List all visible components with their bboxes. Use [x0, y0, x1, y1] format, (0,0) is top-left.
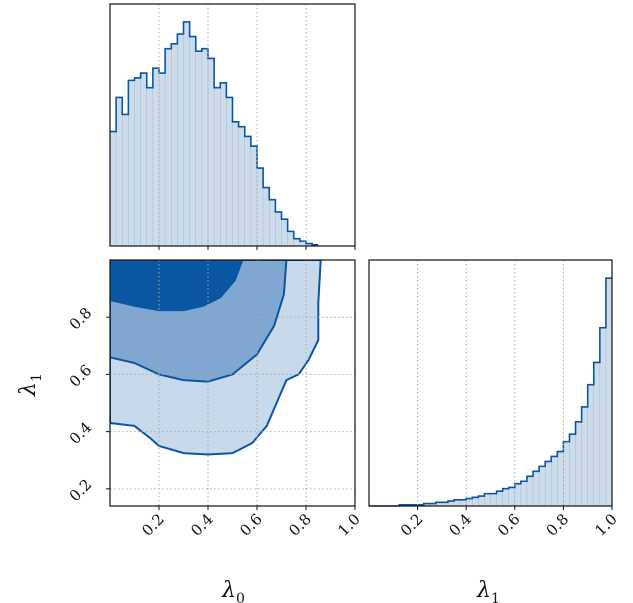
contour-level-3 [110, 260, 244, 312]
x-axis-label-lambda1: λ1 [476, 578, 500, 603]
y-tick-label: 0.4 [66, 418, 96, 448]
y-tick-label: 0.2 [66, 476, 96, 506]
x-tick-label: 0.8 [285, 510, 315, 540]
y-axis-label-lambda1: λ1 [16, 373, 45, 397]
x-tick-label: 0.4 [187, 510, 217, 540]
x-tick-label: 0.2 [138, 510, 168, 540]
y-tick-label: 0.8 [66, 304, 96, 334]
marginal-lambda1-panel: 0.2 0.4 0.6 0.8 1.0 [368, 259, 621, 540]
x-tick-label: 0.6 [494, 510, 524, 540]
x-tick-label: 1.0 [334, 510, 364, 540]
marginal-lambda0-frame [109, 3, 356, 247]
x-tick-label: 0.8 [543, 510, 573, 540]
histogram-step [369, 277, 612, 507]
x-axis-label-lambda0: λ0 [221, 578, 245, 603]
x-tick-label: 0.6 [236, 510, 266, 540]
x-tick-label: 0.2 [397, 510, 427, 540]
y-tick-label: 0.6 [66, 361, 96, 391]
x-tick-label: 1.0 [591, 510, 621, 540]
joint-frame [109, 259, 356, 507]
marginal-lambda1-frame [368, 259, 613, 507]
histogram-step [110, 21, 319, 246]
joint-lambda0-lambda1-panel: 0.2 0.4 0.6 0.8 0.2 0.4 0.6 0.8 1.0 [66, 259, 364, 540]
x-tick-label: 0.4 [445, 510, 475, 540]
marginal-lambda0-panel [109, 3, 356, 250]
